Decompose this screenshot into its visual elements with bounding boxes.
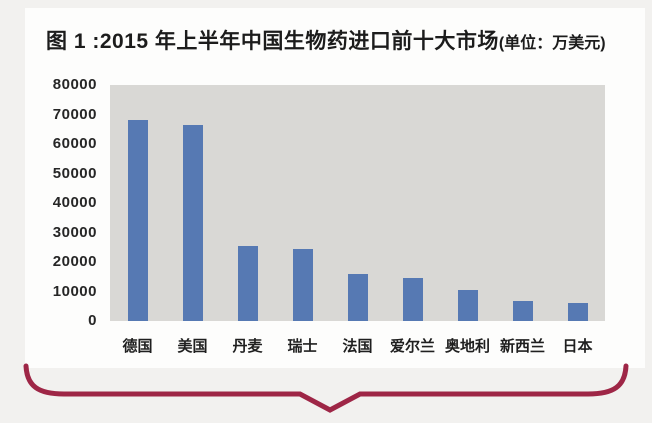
chart-title-unit: (单位：万美元) (498, 35, 606, 52)
y-tick-label: 80000 (52, 76, 97, 93)
y-tick-label: 0 (88, 312, 97, 329)
bar-日本 (567, 303, 588, 321)
x-tick-label: 法国 (342, 338, 373, 355)
x-tick-label: 美国 (177, 338, 208, 355)
chart-title: 图 1 :2015 年上半年中国生物药进口前十大市场(单位：万美元) (46, 25, 606, 55)
bar-新西兰 (512, 301, 533, 321)
plot-area (110, 85, 605, 321)
x-tick-label: 瑞士 (287, 338, 318, 355)
bar-法国 (347, 274, 368, 321)
curly-brace-decoration (18, 360, 634, 418)
bar-爱尔兰 (402, 278, 423, 321)
x-tick-label: 奥地利 (444, 338, 490, 355)
y-tick-label: 70000 (52, 105, 97, 123)
x-tick-label: 德国 (122, 338, 153, 355)
bar-美国 (182, 125, 203, 321)
y-tick-label: 30000 (52, 223, 97, 241)
x-tick-label: 丹麦 (232, 338, 263, 355)
y-tick-label: 50000 (52, 164, 97, 182)
bar-丹麦 (237, 246, 258, 321)
y-tick-label: 20000 (52, 253, 97, 270)
x-tick-label: 爱尔兰 (389, 338, 435, 355)
bar-瑞士 (292, 249, 313, 321)
x-tick-label: 日本 (562, 338, 593, 355)
y-tick-label: 60000 (52, 135, 97, 152)
curly-brace-path (23, 363, 629, 413)
x-tick-label: 新西兰 (499, 338, 545, 355)
chart-title-text: 图 1 :2015 年上半年中国生物药进口前十大市场 (46, 30, 499, 53)
y-axis: 80000 70000 60000 50000 40000 30000 20000 10000… (25, 76, 97, 330)
chart-card: 图 1 :2015 年上半年中国生物药进口前十大市场(单位：万美元) 80000… (25, 8, 645, 368)
curly-brace-icon (23, 363, 629, 413)
bar-奥地利 (457, 290, 478, 321)
y-tick-label: 40000 (52, 194, 97, 211)
bar-德国 (127, 120, 148, 321)
y-tick-label: 10000 (52, 282, 97, 300)
x-axis: 德国 美国 丹麦 瑞士 法国 爱尔兰 奥地利 新西兰 日本 (110, 335, 605, 356)
